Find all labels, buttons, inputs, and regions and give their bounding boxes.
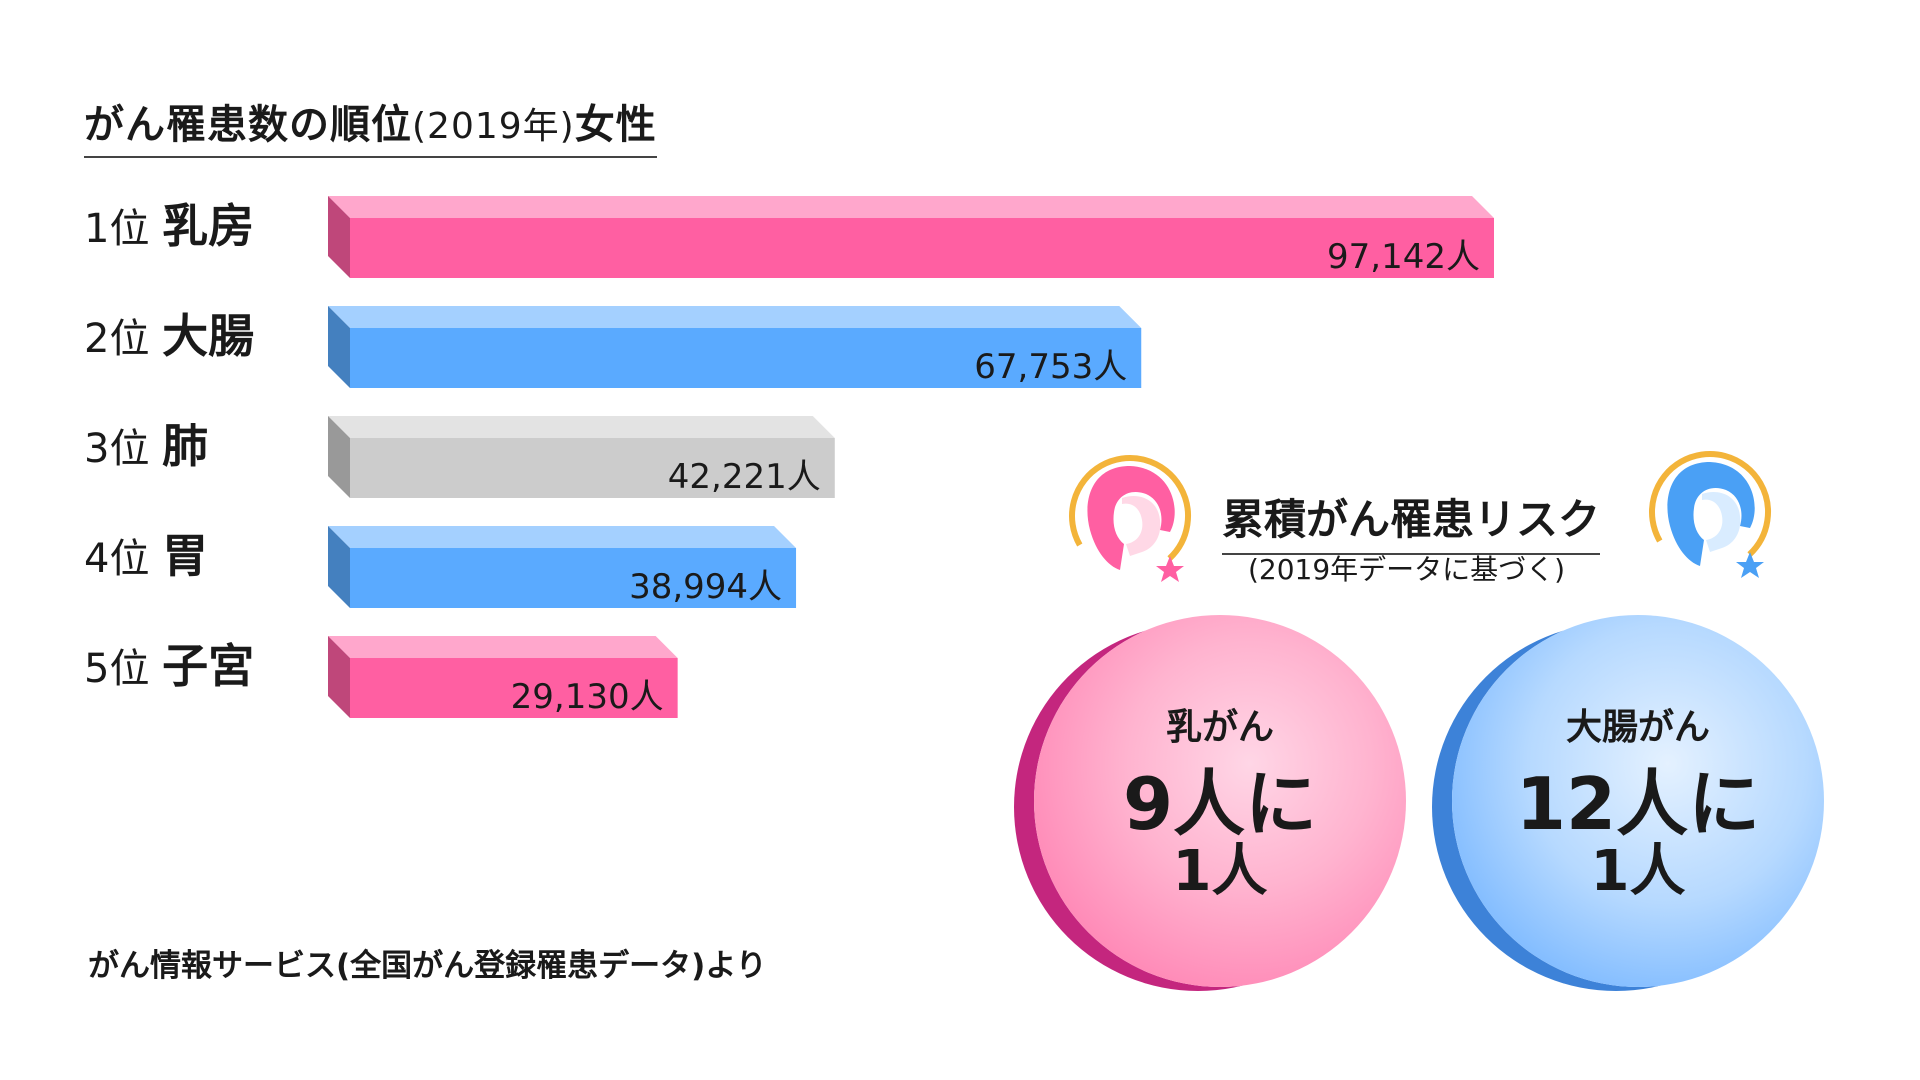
risk-ratio-colon: 12人に (1515, 761, 1761, 846)
rank-site-3: 胃 (162, 529, 208, 583)
bar-top-1 (328, 306, 1142, 328)
risk-ratio-breast: 9人に (1122, 761, 1318, 846)
title-sex: 女性 (574, 102, 657, 148)
risk-circle-breast: 乳がん 9人に 1人 (1034, 615, 1406, 987)
risk-title: 累積がん罹患リスク (1222, 486, 1601, 555)
chart-title: がん罹患数の順位(2019年)女性 (84, 92, 657, 158)
bar-top-3 (328, 526, 797, 548)
rank-number-2: 3位 (84, 426, 162, 472)
bar-2 (350, 438, 835, 498)
rank-site-1: 大腸 (162, 309, 254, 363)
rank-number-1: 2位 (84, 316, 162, 362)
bar-side-2 (328, 416, 350, 498)
risk-ratio2-breast: 1人 (1172, 838, 1268, 904)
bar-0 (350, 218, 1494, 278)
bar-3 (350, 548, 797, 608)
bar-top-0 (328, 196, 1494, 218)
woman-face-pink-icon (1069, 455, 1191, 582)
bar-top-2 (328, 416, 835, 438)
rank-label-4: 5位 子宮 (84, 639, 254, 693)
bar-4 (350, 658, 678, 718)
risk-circle-colon: 大腸がん 12人に 1人 (1452, 615, 1824, 987)
woman-face-blue-icon (1649, 451, 1771, 578)
rank-number-4: 5位 (84, 646, 162, 692)
rank-label-1: 2位 大腸 (84, 309, 254, 363)
bar-value-label-0: 97,142人 (1327, 237, 1480, 277)
rank-number-0: 1位 (84, 206, 162, 252)
source-note: がん情報サービス(全国がん登録罹患データ)より (88, 948, 767, 984)
bar-1 (350, 328, 1142, 388)
bar-side-1 (328, 306, 350, 388)
rank-site-0: 乳房 (162, 199, 254, 253)
risk-label-colon: 大腸がん (1565, 706, 1710, 748)
bar-value-label-4: 29,130人 (511, 677, 664, 717)
rank-site-2: 肺 (162, 419, 208, 473)
rank-label-0: 1位 乳房 (84, 199, 254, 253)
rank-site-4: 子宮 (162, 639, 254, 693)
risk-subtitle: (2019年データに基づく) (1248, 553, 1566, 586)
bar-value-label-1: 67,753人 (974, 347, 1127, 387)
risk-label-breast: 乳がん (1165, 706, 1274, 748)
bar-value-label-3: 38,994人 (629, 567, 782, 607)
title-year: (2019年) (412, 106, 575, 147)
bar-side-0 (328, 196, 350, 278)
bar-side-3 (328, 526, 350, 608)
rank-label-2: 3位 肺 (84, 419, 208, 473)
title-main: がん罹患数の順位 (84, 102, 412, 148)
bar-value-label-2: 42,221人 (668, 457, 821, 497)
rank-label-3: 4位 胃 (84, 529, 208, 583)
risk-ratio2-colon: 1人 (1590, 838, 1686, 904)
bar-side-4 (328, 636, 350, 718)
rank-number-3: 4位 (84, 536, 162, 582)
bar-top-4 (328, 636, 678, 658)
